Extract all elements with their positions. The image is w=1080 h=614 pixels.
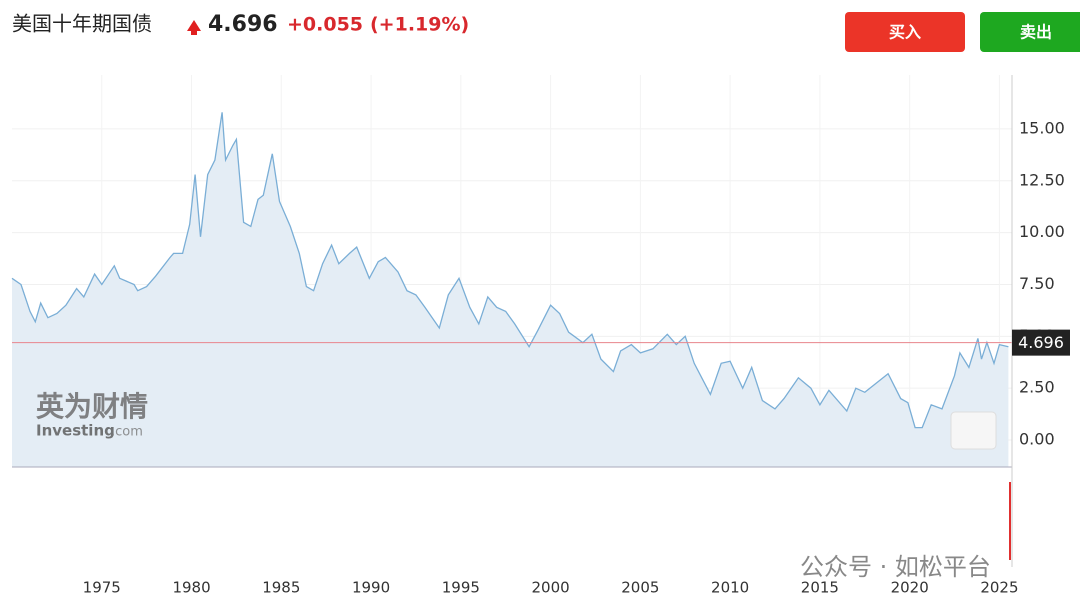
x-tick-label: 1990 [352, 579, 390, 597]
watermark-en: Investing [36, 422, 115, 440]
watermark-cn: 英为财情 [36, 390, 148, 423]
y-tick-label: 2.50 [1019, 378, 1055, 397]
widget-box[interactable] [950, 411, 997, 450]
plot [11, 75, 1012, 468]
y-tick-label: 0.00 [1019, 430, 1055, 449]
x-tick-label: 1985 [262, 579, 300, 597]
watermark-domain: .com [111, 425, 143, 440]
x-tick-label: 2005 [621, 579, 659, 597]
area-fill [12, 112, 1009, 468]
sell-button[interactable] [980, 12, 1080, 52]
up-arrow [187, 20, 201, 35]
wechat-watermark: 公众号 · 如松平台 [800, 553, 991, 581]
buy-button[interactable] [845, 12, 965, 52]
x-tick-label: 2010 [711, 579, 749, 597]
x-tick-label: 2025 [980, 579, 1018, 597]
change-pct: (+1.19%) [370, 14, 469, 36]
x-tick-label: 1975 [83, 579, 121, 597]
x-tick-label: 2000 [532, 579, 570, 597]
x-tick-label: 1980 [172, 579, 210, 597]
x-tick-label: 2015 [801, 579, 839, 597]
y-tick-label: 10.00 [1019, 222, 1065, 241]
last-value-box [1012, 329, 1070, 356]
y-tick-label: 15.00 [1019, 118, 1065, 137]
yield-line [11, 112, 1009, 429]
last-value-label: 4.696 [1018, 333, 1064, 352]
change: +0.055 [287, 14, 363, 36]
y-tick-label: 7.50 [1019, 274, 1055, 293]
y-tick-label: 12.50 [1019, 170, 1065, 189]
x-tick-label: 1995 [442, 579, 480, 597]
buy-label[interactable]: 买入 [889, 23, 921, 42]
price: 4.696 [208, 12, 278, 37]
x-tick-label: 2020 [891, 579, 929, 597]
title: 美国十年期国债 [12, 12, 152, 36]
sell-label[interactable]: 卖出 [1020, 23, 1052, 42]
